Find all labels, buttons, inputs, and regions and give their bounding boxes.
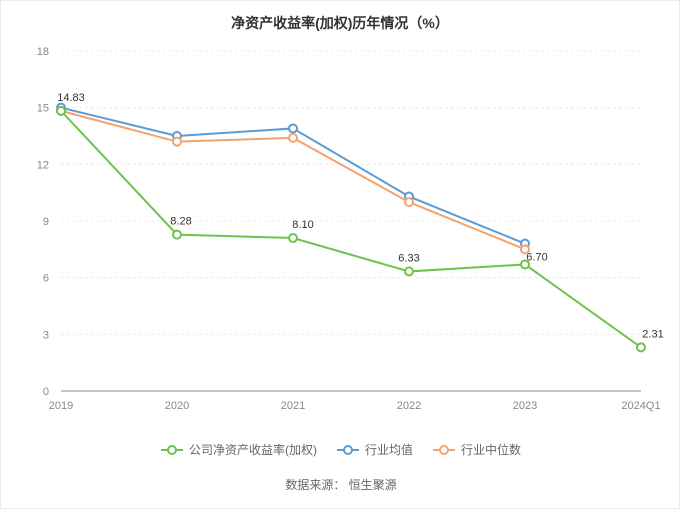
svg-text:6.70: 6.70 [526, 251, 547, 263]
data-source: 数据来源： 恒生聚源 [1, 476, 680, 493]
svg-text:2021: 2021 [281, 400, 305, 412]
legend-label-industry_mean: 行业均值 [365, 441, 413, 458]
legend-label-industry_median: 行业中位数 [461, 441, 521, 458]
svg-text:2024Q1: 2024Q1 [621, 400, 660, 412]
legend-swatch-company [161, 444, 183, 456]
svg-text:15: 15 [37, 103, 49, 115]
chart-card: 净资产收益率(加权)历年情况（%） 0 3 6 9 12 15 18 2019 2020 2021… [0, 0, 680, 509]
chart-title: 净资产收益率(加权)历年情况（%） [1, 1, 679, 33]
svg-text:2022: 2022 [397, 400, 421, 412]
source-value: 恒生聚源 [349, 478, 397, 492]
svg-text:6.33: 6.33 [398, 252, 419, 264]
legend-swatch-industry_mean [337, 444, 359, 456]
svg-text:2023: 2023 [513, 400, 537, 412]
legend-item-industry_mean[interactable]: 行业均值 [337, 441, 413, 458]
chart-svg: 0 3 6 9 12 15 18 2019 2020 2021 2022 2023 2024Q1 14.8… [1, 41, 680, 421]
svg-text:12: 12 [37, 159, 49, 171]
svg-text:8.10: 8.10 [292, 219, 313, 231]
svg-text:2.31: 2.31 [642, 328, 663, 340]
legend-item-industry_median[interactable]: 行业中位数 [433, 441, 521, 458]
svg-text:14.83: 14.83 [57, 92, 85, 104]
legend-swatch-industry_median [433, 444, 455, 456]
legend-item-company[interactable]: 公司净资产收益率(加权) [161, 441, 317, 458]
svg-text:18: 18 [37, 46, 49, 58]
legend: 公司净资产收益率(加权) 行业均值 行业中位数 [1, 441, 680, 459]
svg-text:2020: 2020 [165, 400, 189, 412]
svg-text:9: 9 [43, 216, 49, 228]
plot-area: 0 3 6 9 12 15 18 2019 2020 2021 2022 2023 2024Q1 14.8… [1, 41, 680, 421]
svg-text:6: 6 [43, 273, 49, 285]
source-label: 数据来源： [285, 478, 345, 492]
svg-text:8.28: 8.28 [170, 216, 191, 228]
svg-text:0: 0 [43, 386, 49, 398]
svg-text:3: 3 [43, 329, 49, 341]
svg-text:2019: 2019 [49, 400, 73, 412]
legend-label-company: 公司净资产收益率(加权) [189, 441, 317, 458]
